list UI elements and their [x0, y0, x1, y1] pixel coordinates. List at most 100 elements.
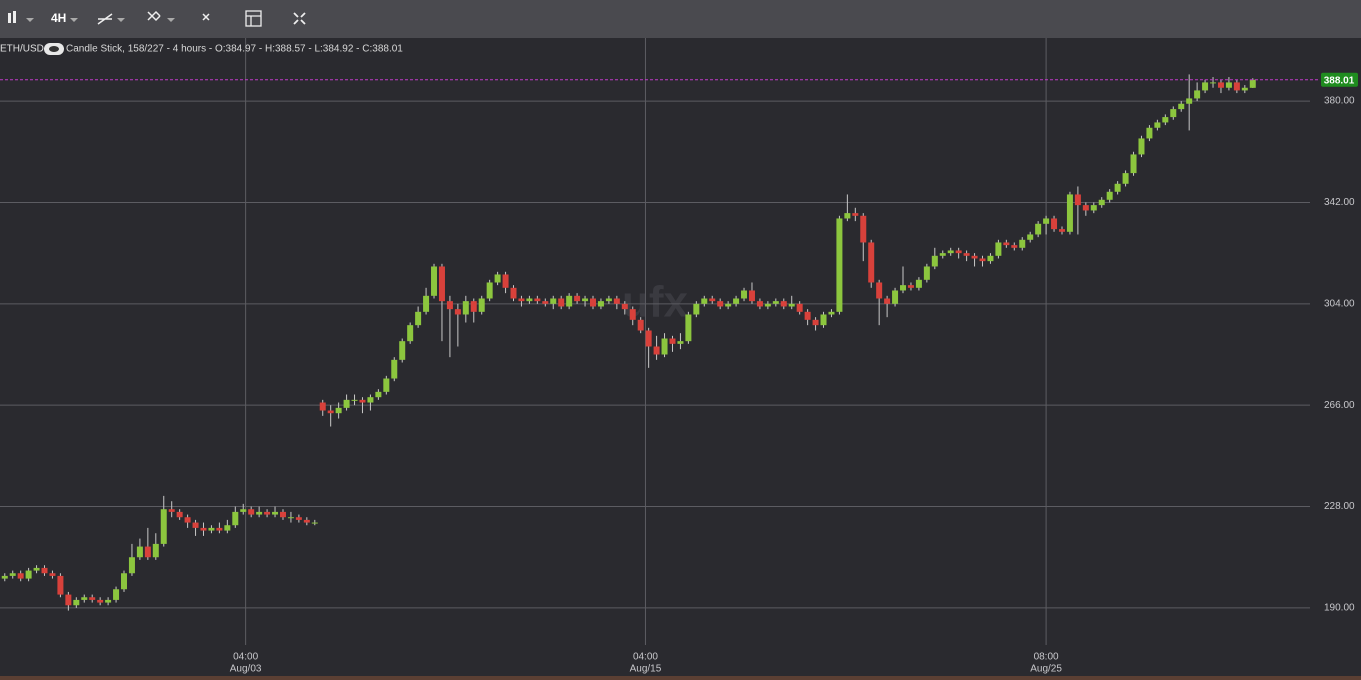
candle-body — [1051, 218, 1058, 230]
candle-body — [693, 303, 700, 315]
candle-body — [915, 279, 922, 288]
candle-body — [438, 266, 445, 302]
drawing-dropdown[interactable] — [117, 18, 125, 22]
candle-body — [963, 253, 970, 256]
candle-body — [947, 250, 954, 254]
candle-body — [160, 509, 167, 544]
candle-body — [701, 298, 708, 304]
candle-body — [526, 298, 533, 302]
drawing-tool-button[interactable] — [97, 13, 113, 25]
candle-body — [454, 309, 461, 315]
toolbar — [0, 0, 1361, 38]
candle-body — [423, 295, 430, 312]
candle-body — [462, 301, 469, 315]
candle-body — [335, 407, 342, 414]
clear-button[interactable] — [202, 13, 210, 21]
candle-body — [1154, 122, 1161, 128]
candle-body — [351, 399, 358, 401]
candle-body — [17, 573, 24, 579]
candle-body — [685, 314, 692, 342]
candle-body — [327, 410, 334, 414]
x-tick-date: Aug/03 — [230, 664, 262, 675]
candle-body — [1098, 199, 1105, 206]
candle-body — [375, 391, 382, 398]
candle-body — [1194, 90, 1201, 99]
candle-body — [1090, 205, 1097, 211]
candle-body — [780, 301, 787, 307]
candle-body — [1058, 229, 1065, 232]
candle-body — [931, 255, 938, 267]
candle-body — [9, 573, 16, 576]
candle-body — [1019, 239, 1026, 248]
candle-body — [216, 527, 223, 531]
candle-body — [939, 253, 946, 256]
candle-body — [494, 274, 501, 283]
candle-body — [820, 314, 827, 326]
candle-body — [57, 575, 64, 595]
candle-body — [264, 511, 271, 515]
x-tick-label: 04:00 — [233, 652, 258, 663]
candle-body — [900, 285, 907, 291]
interval-button[interactable]: 4H — [51, 11, 66, 25]
y-tick-label: 342.00 — [1324, 197, 1355, 208]
candle-body — [446, 301, 453, 310]
candle-body — [502, 274, 509, 288]
candle-body — [597, 301, 604, 307]
candle-body — [828, 311, 835, 315]
candle-body — [224, 525, 231, 531]
candle-body — [287, 517, 294, 519]
candle-body — [184, 517, 191, 523]
candle-body — [1170, 109, 1177, 118]
candle-body — [176, 511, 183, 518]
candle-body — [240, 509, 247, 512]
candle-body — [1043, 218, 1050, 224]
candle-body — [550, 298, 557, 304]
candle-body — [1, 575, 8, 579]
candle-body — [645, 330, 652, 347]
candle-body — [566, 295, 573, 307]
candle-body — [113, 589, 120, 600]
symbol-label: ETH/USD — [0, 44, 44, 55]
interval-dropdown[interactable] — [70, 18, 78, 22]
candle-body — [1114, 183, 1121, 192]
candle-body — [1122, 173, 1129, 184]
series-info: Candle Stick, 158/227 - 4 hours - O:384.… — [66, 44, 403, 55]
candle-body — [1217, 82, 1224, 88]
candle-body — [343, 399, 350, 408]
candle-body — [955, 250, 962, 254]
candle-body — [128, 557, 135, 574]
x-tick-date: Aug/15 — [630, 664, 662, 675]
candle-body — [589, 298, 596, 307]
candle-body — [272, 511, 279, 515]
indicator-dropdown[interactable] — [167, 18, 175, 22]
indicator-button[interactable] — [147, 10, 161, 22]
candle-body — [653, 346, 660, 355]
candle-body — [25, 570, 32, 579]
y-tick-label: 380.00 — [1324, 96, 1355, 107]
candle-body — [1233, 82, 1240, 91]
candle-body — [391, 359, 398, 379]
fullscreen-button[interactable] — [293, 12, 306, 25]
chart-type-button[interactable] — [8, 11, 34, 23]
candle-body — [717, 301, 724, 307]
candle-body — [860, 215, 867, 243]
candle-body — [1138, 138, 1145, 155]
visibility-toggle[interactable] — [44, 43, 64, 55]
candle-body — [510, 287, 517, 299]
candle-body — [1225, 82, 1232, 88]
candle-body — [81, 597, 88, 600]
candle-body — [1035, 223, 1042, 235]
candle-body — [558, 298, 565, 307]
candle-body — [168, 509, 175, 512]
candle-body — [796, 303, 803, 312]
candle-body — [534, 298, 541, 302]
candle-body — [200, 527, 207, 531]
candle-body — [518, 298, 525, 302]
candle-body — [319, 402, 326, 411]
candle-body — [1011, 245, 1018, 248]
candle-body — [97, 599, 104, 603]
layout-button[interactable] — [245, 10, 262, 27]
candle-body — [995, 242, 1002, 256]
x-tick-label: 08:00 — [1034, 652, 1059, 663]
